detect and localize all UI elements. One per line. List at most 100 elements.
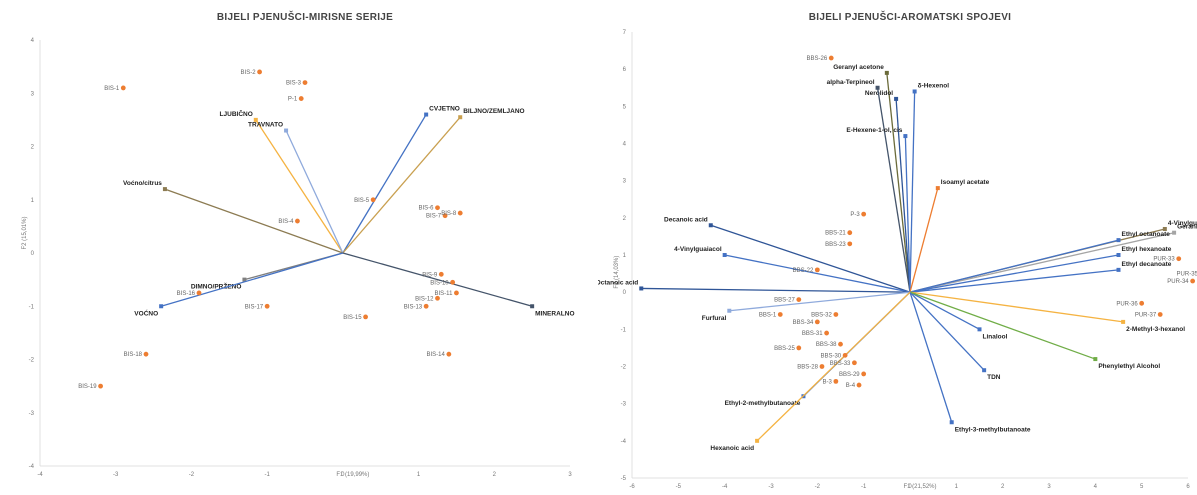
loading-vector — [641, 287, 911, 293]
loading-vector — [909, 187, 939, 293]
x-tick-label: 3 — [1047, 484, 1051, 490]
loading-vector — [886, 72, 911, 293]
score-label: BBS-33 — [830, 361, 851, 367]
y-tick-label: -5 — [621, 476, 627, 482]
y-tick-label: 1 — [623, 253, 627, 259]
score-point — [847, 241, 853, 247]
score-label: BIS-9 — [422, 272, 438, 278]
score-label: BIS-14 — [427, 352, 446, 358]
y-tick-label: 7 — [623, 30, 627, 36]
loading-vector — [160, 252, 344, 307]
y-tick-label: 6 — [623, 67, 627, 73]
loading-point — [1116, 267, 1121, 272]
score-point — [435, 205, 440, 211]
score-label: B-4 — [846, 383, 856, 389]
score-label: BIS-6 — [418, 206, 434, 212]
score-point — [363, 314, 368, 320]
loading-vector — [909, 291, 985, 371]
x-tick-label: 6 — [1186, 484, 1190, 490]
loading-label: Furfural — [702, 315, 727, 322]
loading-vector — [909, 239, 1119, 293]
loading-point — [708, 223, 713, 228]
x-tick-label: 4 — [1094, 484, 1098, 490]
loading-label: alpha-Terpineol — [827, 79, 875, 86]
loading-point — [912, 89, 917, 94]
loading-point — [1162, 226, 1167, 231]
score-point — [1157, 312, 1163, 317]
score-point — [257, 69, 262, 75]
y-axis-label: F2 (15,01%) — [22, 216, 28, 249]
score-point — [1139, 300, 1145, 306]
score-point — [796, 345, 802, 351]
loading-vector — [255, 119, 344, 254]
score-point — [457, 210, 463, 216]
loading-point — [639, 286, 644, 291]
loading-label: LJUBIČNO — [220, 109, 253, 118]
loading-point — [875, 85, 880, 90]
score-label: BIS-19 — [78, 384, 97, 390]
score-label: BIS-10 — [430, 280, 449, 286]
loading-label: TDN — [987, 374, 1001, 381]
loading-vector — [285, 130, 344, 254]
loading-point — [727, 308, 732, 313]
score-label: BIS-2 — [241, 70, 257, 76]
loading-point — [1093, 357, 1098, 362]
score-point — [796, 297, 802, 302]
score-point — [446, 351, 452, 357]
score-point — [842, 352, 848, 358]
x-tick-label: 1 — [955, 484, 959, 490]
loading-vector — [909, 91, 916, 293]
score-point — [833, 312, 839, 317]
score-point — [828, 55, 834, 61]
y-tick-label: -2 — [621, 365, 627, 371]
score-point — [833, 378, 839, 384]
score-label: BBS-32 — [811, 312, 832, 318]
score-label: B-3 — [823, 379, 833, 385]
loading-vector — [164, 188, 344, 254]
score-label: BBS-34 — [793, 320, 814, 326]
loading-vector — [342, 116, 461, 254]
x-tick-label: -3 — [768, 484, 774, 490]
score-label: BIS-17 — [245, 304, 264, 310]
loading-vector — [909, 254, 1119, 293]
x-axis-label: F1 (21,52%) — [903, 484, 936, 490]
loading-point — [458, 115, 463, 120]
score-label: BBS-22 — [793, 268, 814, 274]
loading-label: 4-Vinylguaiacol — [674, 246, 722, 253]
y-tick-label: -1 — [621, 327, 627, 333]
loading-vector — [909, 269, 1119, 293]
x-tick-label: 3 — [568, 472, 572, 478]
x-tick-label: 2 — [493, 472, 497, 478]
score-label: PUR-34 — [1167, 279, 1189, 285]
score-label: BIS-8 — [441, 211, 457, 217]
score-label: PUR-33 — [1153, 257, 1175, 263]
score-point — [450, 279, 456, 285]
loading-vector — [756, 291, 911, 442]
loading-point — [162, 187, 167, 192]
score-label: BIS-11 — [435, 291, 454, 297]
loading-label: Ethyl-2-methylbutanoate — [725, 400, 801, 407]
loading-point — [949, 420, 954, 425]
score-point — [1190, 278, 1196, 284]
loading-label: Geraniol — [1177, 224, 1197, 231]
score-label: BIS-18 — [124, 352, 143, 358]
score-point — [861, 371, 867, 377]
score-point — [814, 319, 820, 325]
score-label: BIS-7 — [426, 214, 442, 220]
loading-label: Ethyl hexanoate — [1122, 246, 1172, 253]
loading-point — [159, 304, 164, 309]
chart-title: BIJELI PJENUŠCI-MIRISNE SERIJE — [217, 10, 393, 23]
score-label: P-1 — [288, 97, 298, 103]
score-label: BBS-1 — [759, 312, 777, 318]
loading-vector — [729, 291, 911, 312]
y-axis-label: F2 (14,03%) — [614, 256, 620, 289]
loading-label: 2-Methyl-3-hexanol — [1126, 326, 1185, 333]
y-tick-label: 3 — [31, 91, 35, 97]
score-label: BIS-16 — [177, 291, 196, 297]
score-point — [442, 213, 448, 219]
score-label: BBS-38 — [816, 342, 837, 348]
loading-point — [884, 70, 889, 75]
loading-vector — [909, 291, 980, 330]
score-point — [1176, 256, 1182, 262]
y-tick-label: 4 — [623, 142, 627, 148]
